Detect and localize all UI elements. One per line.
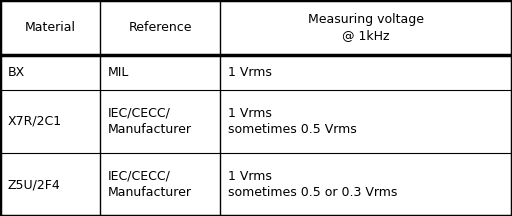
Text: 1 Vrms
sometimes 0.5 or 0.3 Vrms: 1 Vrms sometimes 0.5 or 0.3 Vrms [228,170,397,199]
Text: BX: BX [8,66,25,79]
Text: IEC/CECC/
Manufacturer: IEC/CECC/ Manufacturer [108,107,191,136]
Text: Reference: Reference [128,21,192,34]
Text: Z5U/2F4: Z5U/2F4 [8,178,60,191]
Text: Measuring voltage
@ 1kHz: Measuring voltage @ 1kHz [308,13,424,42]
Text: MIL: MIL [108,66,129,79]
Text: X7R/2C1: X7R/2C1 [8,115,62,128]
Text: 1 Vrms
sometimes 0.5 Vrms: 1 Vrms sometimes 0.5 Vrms [228,107,356,136]
Text: IEC/CECC/
Manufacturer: IEC/CECC/ Manufacturer [108,170,191,199]
Text: 1 Vrms: 1 Vrms [228,66,272,79]
Text: Material: Material [25,21,75,34]
